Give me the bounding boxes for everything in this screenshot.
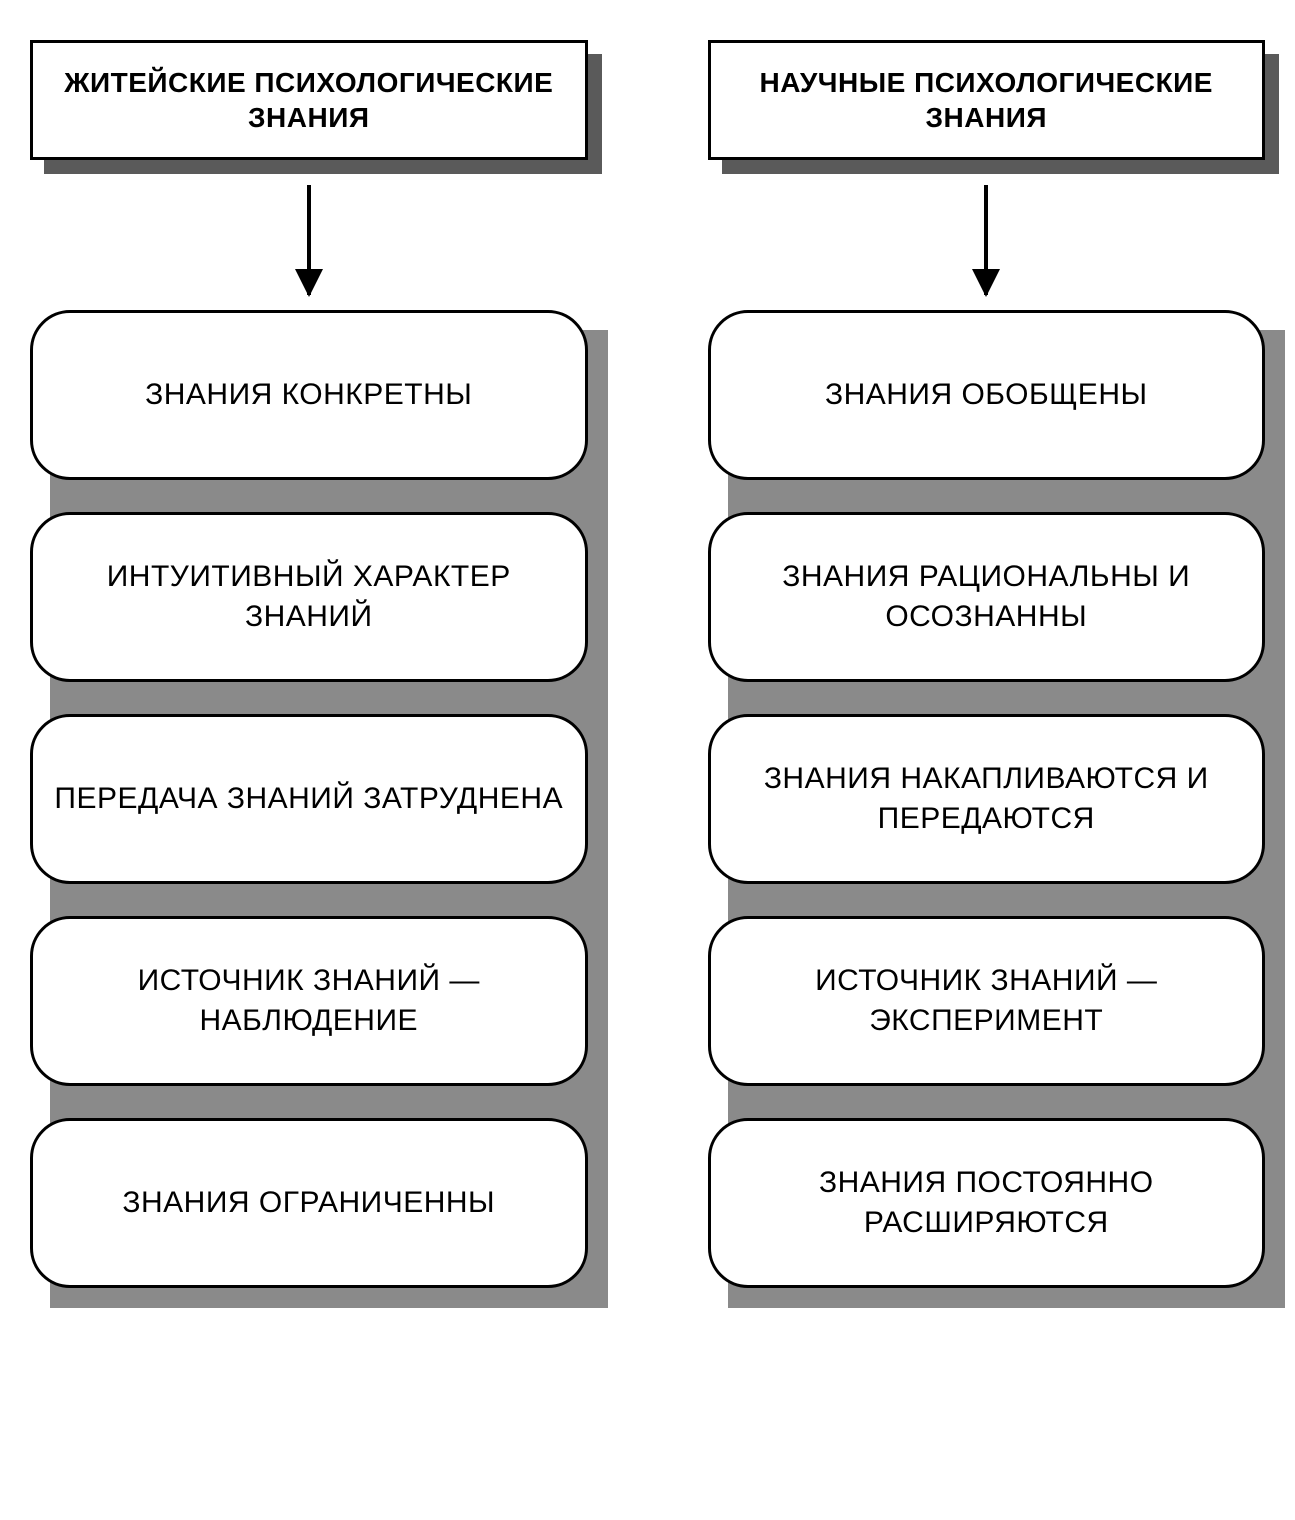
list-item: ЗНАНИЯ ОБОБЩЕНЫ xyxy=(708,310,1266,480)
item-list-scientific: ЗНАНИЯ ОБОБЩЕНЫ ЗНАНИЯ РАЦИОНАЛЬНЫ И ОСО… xyxy=(708,310,1266,1288)
comparison-diagram: ЖИТЕЙСКИЕ ПСИХОЛОГИЧЕСКИЕ ЗНАНИЯ ЗНАНИЯ … xyxy=(30,40,1265,1288)
list-item: ПЕРЕДАЧА ЗНАНИЙ ЗАТРУДНЕНА xyxy=(30,714,588,884)
column-everyday: ЖИТЕЙСКИЕ ПСИХОЛОГИЧЕСКИЕ ЗНАНИЯ ЗНАНИЯ … xyxy=(30,40,588,1288)
header-box-scientific: НАУЧНЫЕ ПСИХОЛОГИЧЕСКИЕ ЗНАНИЯ xyxy=(708,40,1266,160)
header-text: ЖИТЕЙСКИЕ ПСИХОЛОГИЧЕСКИЕ ЗНАНИЯ xyxy=(30,40,588,160)
header-box-everyday: ЖИТЕЙСКИЕ ПСИХОЛОГИЧЕСКИЕ ЗНАНИЯ xyxy=(30,40,588,160)
list-item: ЗНАНИЯ ОГРАНИЧЕННЫ xyxy=(30,1118,588,1288)
header-text: НАУЧНЫЕ ПСИХОЛОГИЧЕСКИЕ ЗНАНИЯ xyxy=(708,40,1266,160)
list-item: ЗНАНИЯ ПОСТОЯННО РАСШИРЯЮТСЯ xyxy=(708,1118,1266,1288)
list-item: ЗНАНИЯ КОНКРЕТНЫ xyxy=(30,310,588,480)
list-item: ЗНАНИЯ РАЦИОНАЛЬНЫ И ОСОЗНАННЫ xyxy=(708,512,1266,682)
list-item: ИСТОЧНИК ЗНАНИЙ — ЭКСПЕРИМЕНТ xyxy=(708,916,1266,1086)
list-item: ИНТУИТИВНЫЙ ХАРАКТЕР ЗНАНИЙ xyxy=(30,512,588,682)
list-item: ЗНАНИЯ НАКАПЛИВАЮТСЯ И ПЕРЕДАЮТСЯ xyxy=(708,714,1266,884)
list-item: ИСТОЧНИК ЗНАНИЙ — НАБЛЮДЕНИЕ xyxy=(30,916,588,1086)
arrow-down-icon xyxy=(307,170,311,310)
column-scientific: НАУЧНЫЕ ПСИХОЛОГИЧЕСКИЕ ЗНАНИЯ ЗНАНИЯ ОБ… xyxy=(708,40,1266,1288)
arrow-down-icon xyxy=(984,170,988,310)
item-list-everyday: ЗНАНИЯ КОНКРЕТНЫ ИНТУИТИВНЫЙ ХАРАКТЕР ЗН… xyxy=(30,310,588,1288)
